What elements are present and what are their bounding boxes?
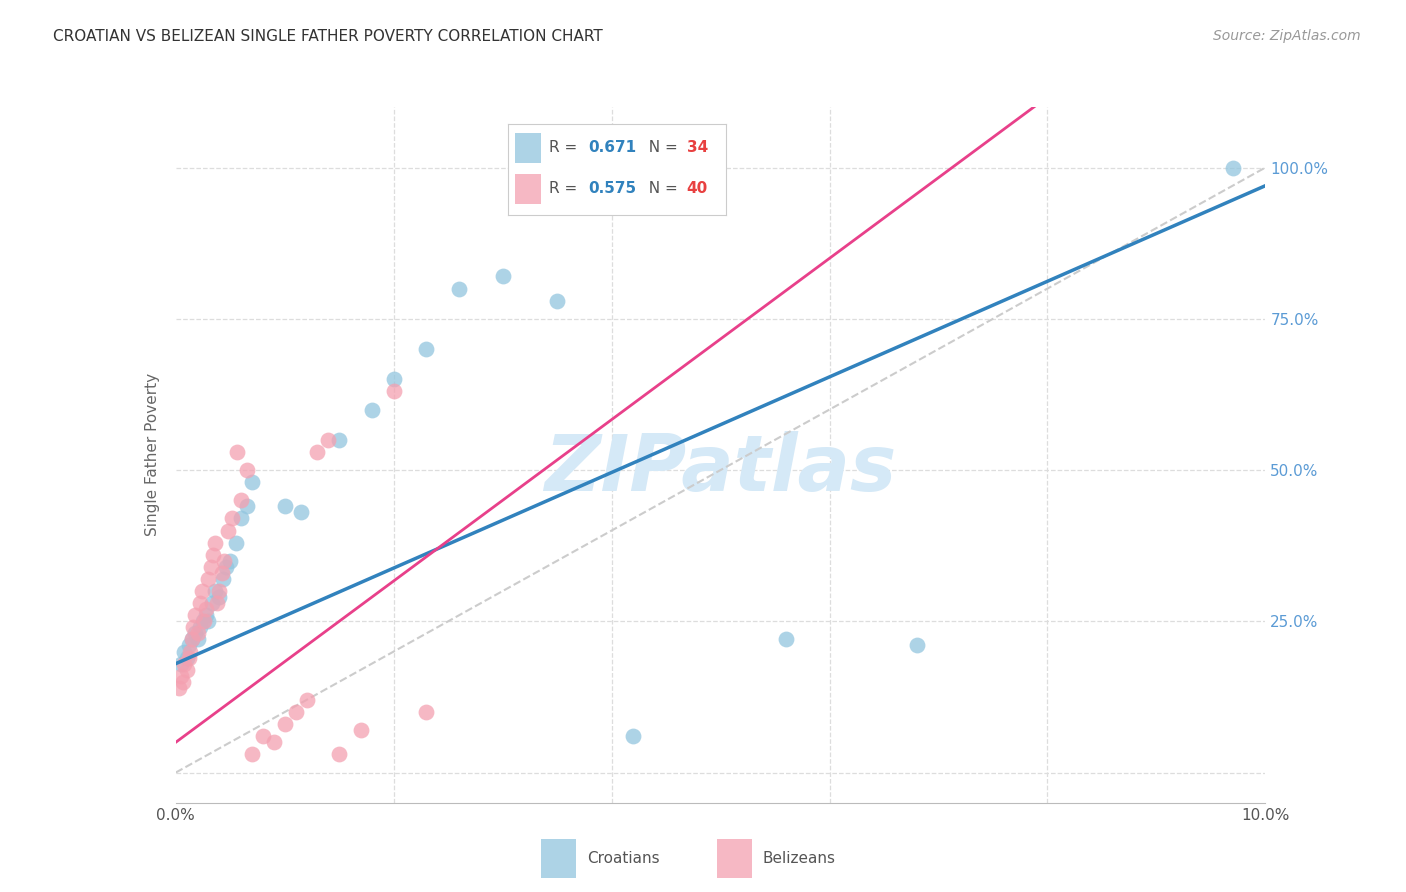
Point <box>197 615 219 629</box>
Point <box>176 650 198 665</box>
Y-axis label: Single Father Poverty: Single Father Poverty <box>145 374 160 536</box>
Point <box>179 644 201 658</box>
Point <box>235 500 257 514</box>
Point <box>181 632 204 647</box>
Point <box>447 281 470 295</box>
Point <box>328 433 350 447</box>
Point <box>177 650 200 665</box>
Point <box>188 620 211 634</box>
Point <box>193 615 215 629</box>
Point <box>284 705 307 719</box>
Point <box>173 657 195 671</box>
Point <box>201 548 224 562</box>
Point <box>231 511 253 525</box>
Bar <box>717 838 752 878</box>
Point <box>492 269 515 284</box>
Point <box>775 632 797 647</box>
Point <box>188 596 211 610</box>
Point <box>173 644 195 658</box>
Point <box>240 747 263 762</box>
Point <box>263 735 285 749</box>
Point <box>1222 161 1244 175</box>
Point <box>215 559 238 574</box>
Point <box>290 505 312 519</box>
Point <box>195 602 218 616</box>
Point <box>274 717 297 731</box>
Point <box>191 615 214 629</box>
Point <box>200 559 222 574</box>
Point <box>360 402 382 417</box>
Point <box>191 584 214 599</box>
Point <box>204 584 226 599</box>
Point <box>350 723 373 738</box>
Point <box>208 590 231 604</box>
Text: Belizeans: Belizeans <box>762 851 835 866</box>
Point <box>382 384 405 399</box>
Point <box>211 572 233 586</box>
Point <box>217 524 239 538</box>
Point <box>221 511 243 525</box>
Point <box>274 500 297 514</box>
Point <box>225 535 247 549</box>
Point <box>208 584 231 599</box>
Point <box>231 493 253 508</box>
Point <box>176 663 198 677</box>
Point <box>184 626 207 640</box>
Point <box>212 554 235 568</box>
Point <box>177 639 200 653</box>
Point <box>546 293 568 308</box>
Point <box>307 445 329 459</box>
Point <box>197 572 219 586</box>
Point <box>170 669 193 683</box>
Point <box>172 674 194 689</box>
Point <box>201 596 224 610</box>
Point <box>204 535 226 549</box>
Text: Source: ZipAtlas.com: Source: ZipAtlas.com <box>1213 29 1361 43</box>
Point <box>186 626 209 640</box>
Point <box>295 693 318 707</box>
Point <box>415 705 437 719</box>
Point <box>382 372 405 386</box>
Point <box>184 608 207 623</box>
Point <box>205 596 228 610</box>
Point <box>181 620 204 634</box>
Text: Croatians: Croatians <box>588 851 659 866</box>
Bar <box>541 838 576 878</box>
Point <box>318 433 340 447</box>
Point <box>225 445 247 459</box>
Point <box>211 566 233 580</box>
Point <box>181 632 204 647</box>
Point <box>905 639 928 653</box>
Point <box>252 729 274 743</box>
Point <box>195 608 218 623</box>
Point <box>240 475 263 490</box>
Point <box>170 657 193 671</box>
Text: CROATIAN VS BELIZEAN SINGLE FATHER POVERTY CORRELATION CHART: CROATIAN VS BELIZEAN SINGLE FATHER POVER… <box>53 29 603 44</box>
Point <box>621 729 644 743</box>
Point <box>415 342 437 356</box>
Point <box>328 747 350 762</box>
Point <box>235 463 257 477</box>
Point <box>167 681 190 695</box>
Point <box>186 632 209 647</box>
Text: ZIPatlas: ZIPatlas <box>544 431 897 507</box>
Point <box>219 554 242 568</box>
